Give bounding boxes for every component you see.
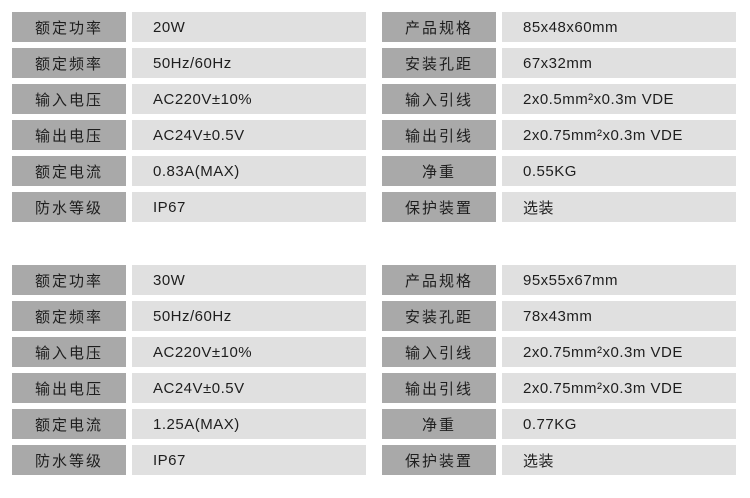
- spec-row: 输出引线 2x0.75mm²x0.3m VDE: [382, 373, 736, 403]
- spec-value: 50Hz/60Hz: [132, 301, 366, 331]
- spec-label: 安装孔距: [382, 301, 496, 331]
- spec-value: 2x0.75mm²x0.3m VDE: [502, 373, 736, 403]
- spec-label: 额定功率: [12, 265, 126, 295]
- spec-label: 输入引线: [382, 337, 496, 367]
- spec-label: 产品规格: [382, 12, 496, 42]
- spec-value: 选装: [502, 445, 736, 475]
- spec-value: 2x0.75mm²x0.3m VDE: [502, 120, 736, 150]
- spec-label: 安装孔距: [382, 48, 496, 78]
- spec-value: AC24V±0.5V: [132, 373, 366, 403]
- spec-row: 额定电流 1.25A(MAX): [12, 409, 366, 439]
- spec-value: 78x43mm: [502, 301, 736, 331]
- spec-label: 额定功率: [12, 12, 126, 42]
- spec-row: 产品规格 85x48x60mm: [382, 12, 736, 42]
- spec-value: 2x0.5mm²x0.3m VDE: [502, 84, 736, 114]
- spec-row: 额定频率 50Hz/60Hz: [12, 301, 366, 331]
- spec-label: 输入电压: [12, 337, 126, 367]
- spec-value: 30W: [132, 265, 366, 295]
- spec-row: 输入引线 2x0.75mm²x0.3m VDE: [382, 337, 736, 367]
- spec-value: 0.77KG: [502, 409, 736, 439]
- spec-value: 2x0.75mm²x0.3m VDE: [502, 337, 736, 367]
- spec-label: 产品规格: [382, 265, 496, 295]
- spec-row: 额定功率 20W: [12, 12, 366, 42]
- spec-label: 输入电压: [12, 84, 126, 114]
- spec-row: 输出电压 AC24V±0.5V: [12, 373, 366, 403]
- spec-label: 额定电流: [12, 409, 126, 439]
- spec-row: 输出电压 AC24V±0.5V: [12, 120, 366, 150]
- spec-row: 输入电压 AC220V±10%: [12, 337, 366, 367]
- spec-column-right: 产品规格 95x55x67mm 安装孔距 78x43mm 输入引线 2x0.75mm²x0…: [382, 265, 736, 481]
- spec-label: 净重: [382, 409, 496, 439]
- spec-row: 额定频率 50Hz/60Hz: [12, 48, 366, 78]
- spec-row: 净重 0.55KG: [382, 156, 736, 186]
- spec-label: 输出引线: [382, 373, 496, 403]
- spec-row: 防水等级 IP67: [12, 445, 366, 475]
- spec-row: 安装孔距 67x32mm: [382, 48, 736, 78]
- spec-row: 净重 0.77KG: [382, 409, 736, 439]
- spec-row: 输入引线 2x0.5mm²x0.3m VDE: [382, 84, 736, 114]
- spec-label: 净重: [382, 156, 496, 186]
- spec-row: 产品规格 95x55x67mm: [382, 265, 736, 295]
- spec-row: 输出引线 2x0.75mm²x0.3m VDE: [382, 120, 736, 150]
- spec-label: 防水等级: [12, 192, 126, 222]
- spec-row: 额定电流 0.83A(MAX): [12, 156, 366, 186]
- spec-value: 选装: [502, 192, 736, 222]
- spec-label: 输入引线: [382, 84, 496, 114]
- spec-value: IP67: [132, 192, 366, 222]
- spec-row: 安装孔距 78x43mm: [382, 301, 736, 331]
- spec-value: 1.25A(MAX): [132, 409, 366, 439]
- spec-value: 85x48x60mm: [502, 12, 736, 42]
- spec-value: AC220V±10%: [132, 84, 366, 114]
- spec-label: 额定电流: [12, 156, 126, 186]
- spec-column-left: 额定功率 30W 额定频率 50Hz/60Hz 输入电压 AC220V±10% 输出电压 AC…: [12, 265, 366, 481]
- spec-value: 0.83A(MAX): [132, 156, 366, 186]
- spec-value: 0.55KG: [502, 156, 736, 186]
- spec-row: 保护装置 选装: [382, 445, 736, 475]
- spec-label: 保护装置: [382, 192, 496, 222]
- spec-label: 输出引线: [382, 120, 496, 150]
- spec-label: 防水等级: [12, 445, 126, 475]
- spec-row: 保护装置 选装: [382, 192, 736, 222]
- spec-label: 输出电压: [12, 120, 126, 150]
- spec-label: 输出电压: [12, 373, 126, 403]
- spec-row: 防水等级 IP67: [12, 192, 366, 222]
- spec-label: 额定频率: [12, 48, 126, 78]
- spec-value: 95x55x67mm: [502, 265, 736, 295]
- spec-value: AC220V±10%: [132, 337, 366, 367]
- spec-value: 20W: [132, 12, 366, 42]
- spec-row: 额定功率 30W: [12, 265, 366, 295]
- spec-value: AC24V±0.5V: [132, 120, 366, 150]
- spec-row: 输入电压 AC220V±10%: [12, 84, 366, 114]
- spec-value: 50Hz/60Hz: [132, 48, 366, 78]
- spec-value: IP67: [132, 445, 366, 475]
- spec-label: 保护装置: [382, 445, 496, 475]
- spec-label: 额定频率: [12, 301, 126, 331]
- spec-column-right: 产品规格 85x48x60mm 安装孔距 67x32mm 输入引线 2x0.5mm²x0.…: [382, 12, 736, 228]
- spec-value: 67x32mm: [502, 48, 736, 78]
- spec-column-left: 额定功率 20W 额定频率 50Hz/60Hz 输入电压 AC220V±10% 输出电压 AC…: [12, 12, 366, 228]
